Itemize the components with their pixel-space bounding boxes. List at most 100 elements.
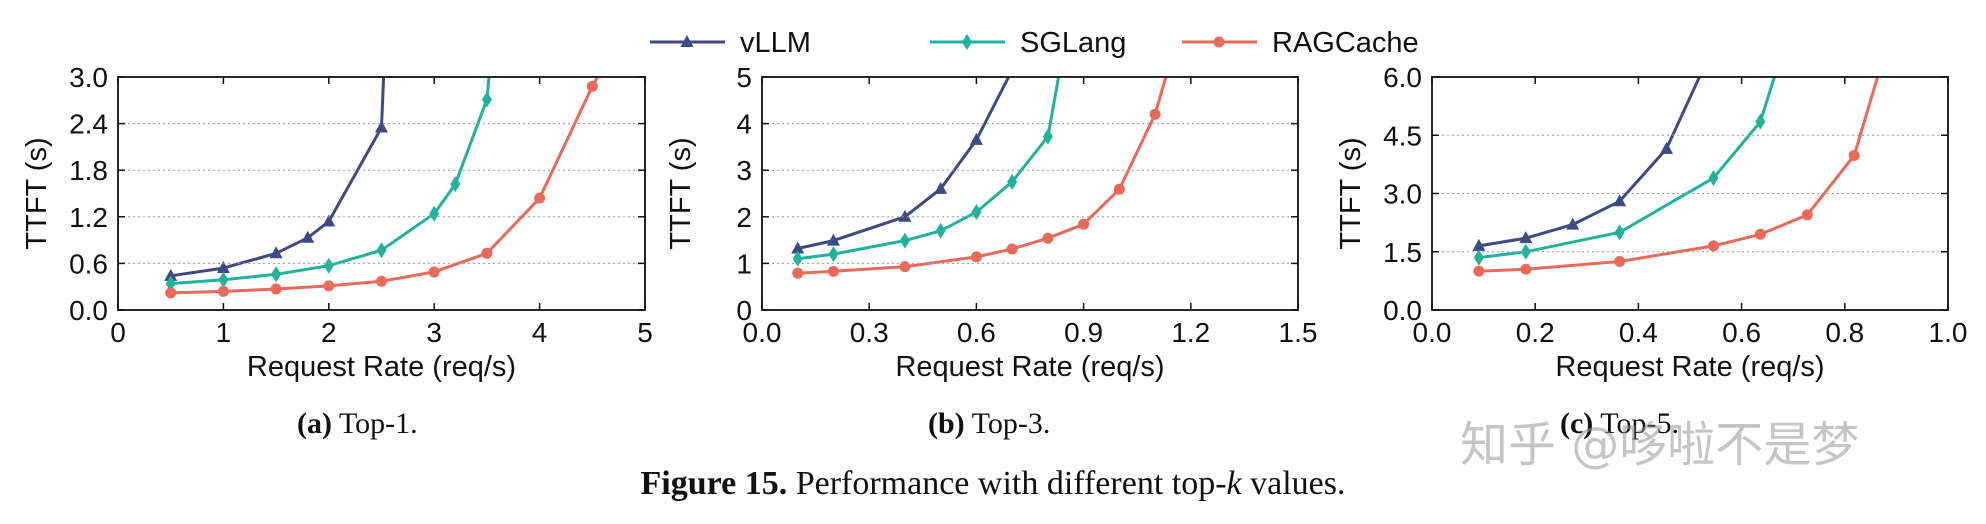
y-tick-label: 0.0 — [1383, 295, 1422, 326]
plot-frame — [117, 76, 646, 311]
data-point-sglang — [271, 266, 282, 283]
caption-a: (a) Top-1. — [297, 407, 418, 440]
data-point-vllm — [375, 120, 388, 133]
data-point-vllm — [216, 261, 230, 274]
data-point-sglang — [1007, 173, 1018, 190]
data-point-vllm — [1660, 141, 1674, 154]
data-point-ragcache — [428, 266, 440, 278]
legend-marker-ragcache — [1213, 36, 1225, 48]
data-point-sglang — [971, 204, 982, 221]
legend-label-vllm: vLLM — [740, 27, 811, 59]
data-point-vllm — [322, 214, 336, 227]
data-point-ragcache — [270, 283, 282, 295]
series-line-sglang — [797, 77, 1061, 261]
data-point-ragcache — [481, 247, 493, 259]
data-point-vllm — [1613, 194, 1627, 207]
legend: vLLM SGLang RAGCache — [650, 27, 1419, 59]
data-point-sglang — [481, 91, 492, 108]
x-tick-label: 1.0 — [1929, 317, 1968, 348]
y-tick-label: 3 — [736, 155, 752, 186]
y-tick-label: 2 — [736, 202, 752, 233]
data-point-ragcache — [323, 280, 335, 292]
data-point-ragcache — [1614, 255, 1626, 267]
data-point-vllm — [269, 246, 283, 259]
data-point-sglang — [218, 271, 229, 288]
x-tick-label: 4 — [532, 317, 548, 348]
data-point-vllm — [898, 209, 912, 222]
series-line-vllm — [797, 77, 1010, 250]
data-point-sglang — [828, 246, 839, 263]
x-tick-label: 0 — [110, 317, 126, 348]
series-line-sglang — [1478, 77, 1776, 260]
legend-item-ragcache: RAGCache — [1182, 27, 1419, 59]
data-point-ragcache — [1848, 149, 1860, 161]
data-point-ragcache — [165, 287, 177, 299]
data-point-vllm — [791, 241, 805, 254]
data-point-ragcache — [1078, 218, 1090, 230]
plot-area — [791, 77, 1168, 279]
data-point-vllm — [1566, 217, 1580, 230]
x-axis-label: Request Rate (req/s) — [247, 351, 516, 383]
y-tick-label: 2.4 — [69, 109, 108, 140]
data-point-ragcache — [1707, 240, 1719, 252]
y-tick-label: 6.0 — [1383, 62, 1422, 93]
data-point-sglang — [323, 257, 334, 274]
x-tick-label: 0.3 — [850, 317, 889, 348]
legend-item-vllm: vLLM — [650, 27, 811, 59]
x-tick-label: 0.4 — [1619, 317, 1658, 348]
chart-panel-1: 0.0 0.6 1.2 1.8 2.4 3.0 0 1 2 3 4 5 Request Rate (re… — [21, 62, 653, 383]
data-point-ragcache — [1042, 232, 1054, 244]
data-point-vllm — [1472, 238, 1486, 251]
data-point-sglang — [429, 205, 440, 222]
series-line-sglang — [170, 77, 491, 286]
data-point-ragcache — [1801, 209, 1813, 221]
y-tick-label: 1.8 — [69, 155, 108, 186]
data-point-ragcache — [586, 80, 598, 92]
data-point-ragcache — [1149, 108, 1161, 120]
x-tick-label: 1 — [216, 317, 232, 348]
data-point-ragcache — [1520, 263, 1532, 275]
x-tick-label: 0.8 — [1825, 317, 1864, 348]
legend-label-ragcache: RAGCache — [1272, 27, 1419, 59]
series-line-vllm — [170, 77, 386, 278]
x-tick-label: 3 — [426, 317, 442, 348]
data-point-sglang — [1042, 128, 1053, 145]
data-point-sglang — [1708, 169, 1719, 186]
data-point-sglang — [1520, 243, 1531, 260]
data-point-sglang — [450, 176, 461, 193]
data-point-sglang — [1755, 113, 1766, 130]
data-point-sglang — [1473, 249, 1484, 266]
x-tick-label: 1.5 — [1279, 317, 1318, 348]
data-point-ragcache — [899, 261, 911, 273]
y-tick-label: 1 — [736, 248, 752, 279]
x-tick-label: 0.2 — [1516, 317, 1555, 348]
y-tick-label: 4.5 — [1383, 120, 1422, 151]
data-point-sglang — [792, 250, 803, 267]
y-tick-label: 5 — [736, 62, 752, 93]
caption-b: (b) Top-3. — [928, 407, 1051, 440]
plot-area — [164, 77, 599, 299]
x-tick-label: 0.0 — [743, 317, 782, 348]
data-point-ragcache — [827, 265, 839, 277]
data-point-ragcache — [1113, 183, 1125, 195]
data-point-vllm — [934, 181, 948, 194]
legend-marker-vllm — [680, 35, 694, 47]
chart-panel-2: 0 1 2 3 4 5 0.0 0.3 0.6 0.9 1.2 1.5 Request Rate (re… — [665, 62, 1317, 383]
y-tick-label: 3.0 — [69, 62, 108, 93]
x-tick-label: 0.6 — [957, 317, 996, 348]
data-point-sglang — [935, 222, 946, 239]
y-tick-label: 0.6 — [69, 248, 108, 279]
x-tick-label: 0.9 — [1064, 317, 1103, 348]
watermark-text: 知乎 @哆啦不是梦 — [1460, 417, 1860, 473]
data-point-vllm — [969, 132, 983, 145]
y-axis-label: TTFT (s) — [21, 137, 53, 249]
y-tick-label: 3.0 — [1383, 179, 1422, 210]
legend-label-sglang: SGLang — [1020, 27, 1126, 59]
legend-marker-sglang — [962, 34, 972, 50]
data-point-ragcache — [1473, 265, 1485, 277]
data-point-ragcache — [970, 251, 982, 263]
y-tick-label: 0.0 — [69, 295, 108, 326]
plot-frame — [1431, 76, 1949, 311]
data-point-sglang — [1614, 224, 1625, 241]
